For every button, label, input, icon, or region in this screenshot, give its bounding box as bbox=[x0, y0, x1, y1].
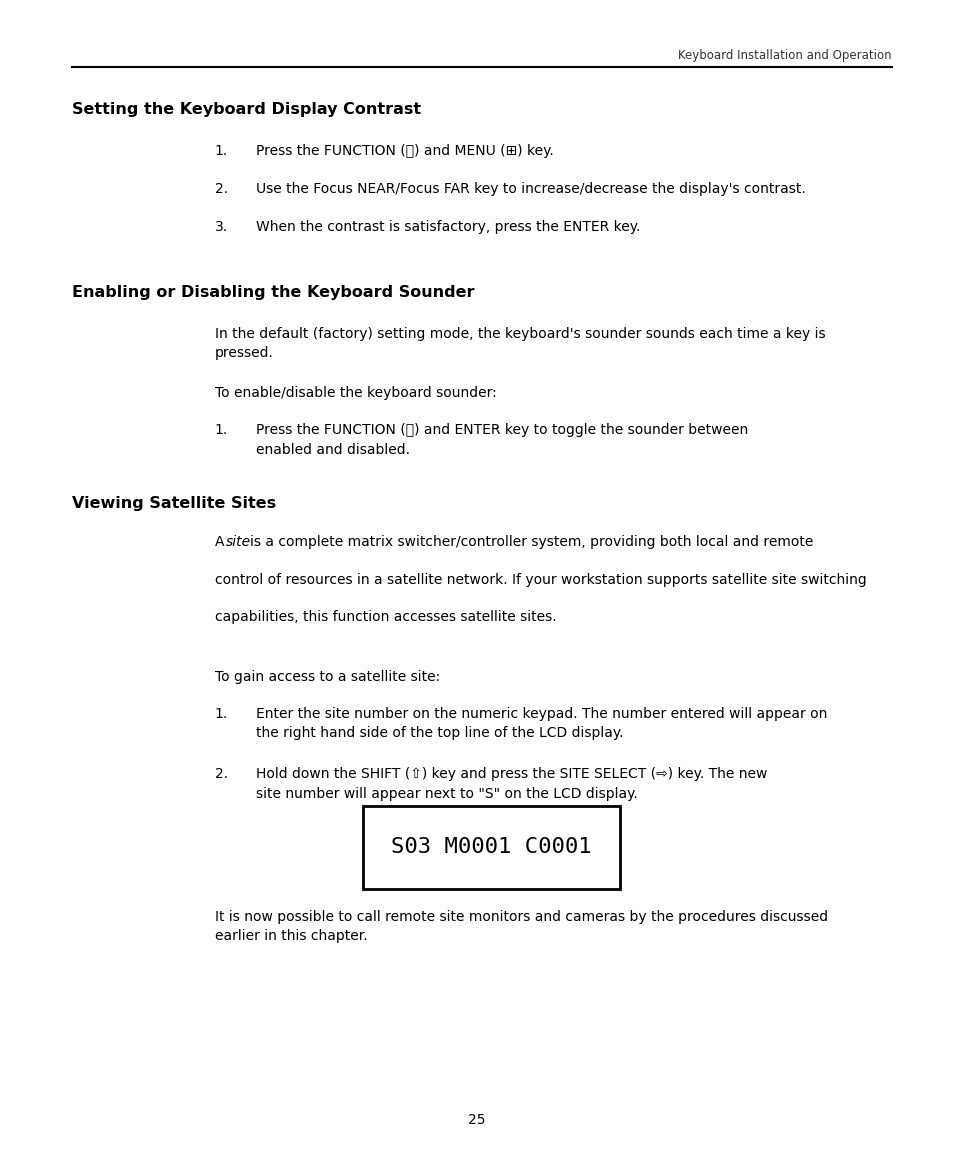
Text: It is now possible to call remote site monitors and cameras by the procedures di: It is now possible to call remote site m… bbox=[214, 910, 827, 943]
Text: is a complete matrix switcher/controller system, providing both local and remote: is a complete matrix switcher/controller… bbox=[250, 535, 813, 549]
Text: Hold down the SHIFT (⇧) key and press the SITE SELECT (⇨) key. The new
site numb: Hold down the SHIFT (⇧) key and press th… bbox=[255, 767, 766, 801]
Text: Press the FUNCTION (Ⓕ) and ENTER key to toggle the sounder between
enabled and d: Press the FUNCTION (Ⓕ) and ENTER key to … bbox=[255, 423, 747, 457]
Text: 1.: 1. bbox=[214, 423, 228, 437]
Text: Enabling or Disabling the Keyboard Sounder: Enabling or Disabling the Keyboard Sound… bbox=[71, 285, 474, 300]
Text: Enter the site number on the numeric keypad. The number entered will appear on
t: Enter the site number on the numeric key… bbox=[255, 707, 826, 741]
Text: 2.: 2. bbox=[214, 767, 228, 781]
Text: capabilities, this function accesses satellite sites.: capabilities, this function accesses sat… bbox=[214, 610, 556, 624]
Text: 25: 25 bbox=[468, 1113, 485, 1127]
Text: 1.: 1. bbox=[214, 144, 228, 158]
Text: 2.: 2. bbox=[214, 182, 228, 196]
Text: Setting the Keyboard Display Contrast: Setting the Keyboard Display Contrast bbox=[71, 102, 420, 117]
Text: When the contrast is satisfactory, press the ENTER key.: When the contrast is satisfactory, press… bbox=[255, 220, 639, 234]
Text: In the default (factory) setting mode, the keyboard's sounder sounds each time a: In the default (factory) setting mode, t… bbox=[214, 327, 824, 360]
Text: control of resources in a satellite network. If your workstation supports satell: control of resources in a satellite netw… bbox=[214, 573, 865, 586]
Text: Viewing Satellite Sites: Viewing Satellite Sites bbox=[71, 496, 275, 511]
Text: Keyboard Installation and Operation: Keyboard Installation and Operation bbox=[678, 49, 891, 61]
Text: 3.: 3. bbox=[214, 220, 228, 234]
Text: A: A bbox=[214, 535, 229, 549]
Text: To gain access to a satellite site:: To gain access to a satellite site: bbox=[214, 670, 439, 684]
Text: Use the Focus NEAR/Focus FAR key to increase/decrease the display's contrast.: Use the Focus NEAR/Focus FAR key to incr… bbox=[255, 182, 804, 196]
Text: S03 M0001 C0001: S03 M0001 C0001 bbox=[391, 837, 591, 858]
Text: Press the FUNCTION (Ⓕ) and MENU (⊞) key.: Press the FUNCTION (Ⓕ) and MENU (⊞) key. bbox=[255, 144, 553, 158]
Text: To enable/disable the keyboard sounder:: To enable/disable the keyboard sounder: bbox=[214, 386, 496, 400]
Text: 1.: 1. bbox=[214, 707, 228, 721]
Text: site: site bbox=[226, 535, 251, 549]
FancyBboxPatch shape bbox=[362, 806, 619, 889]
